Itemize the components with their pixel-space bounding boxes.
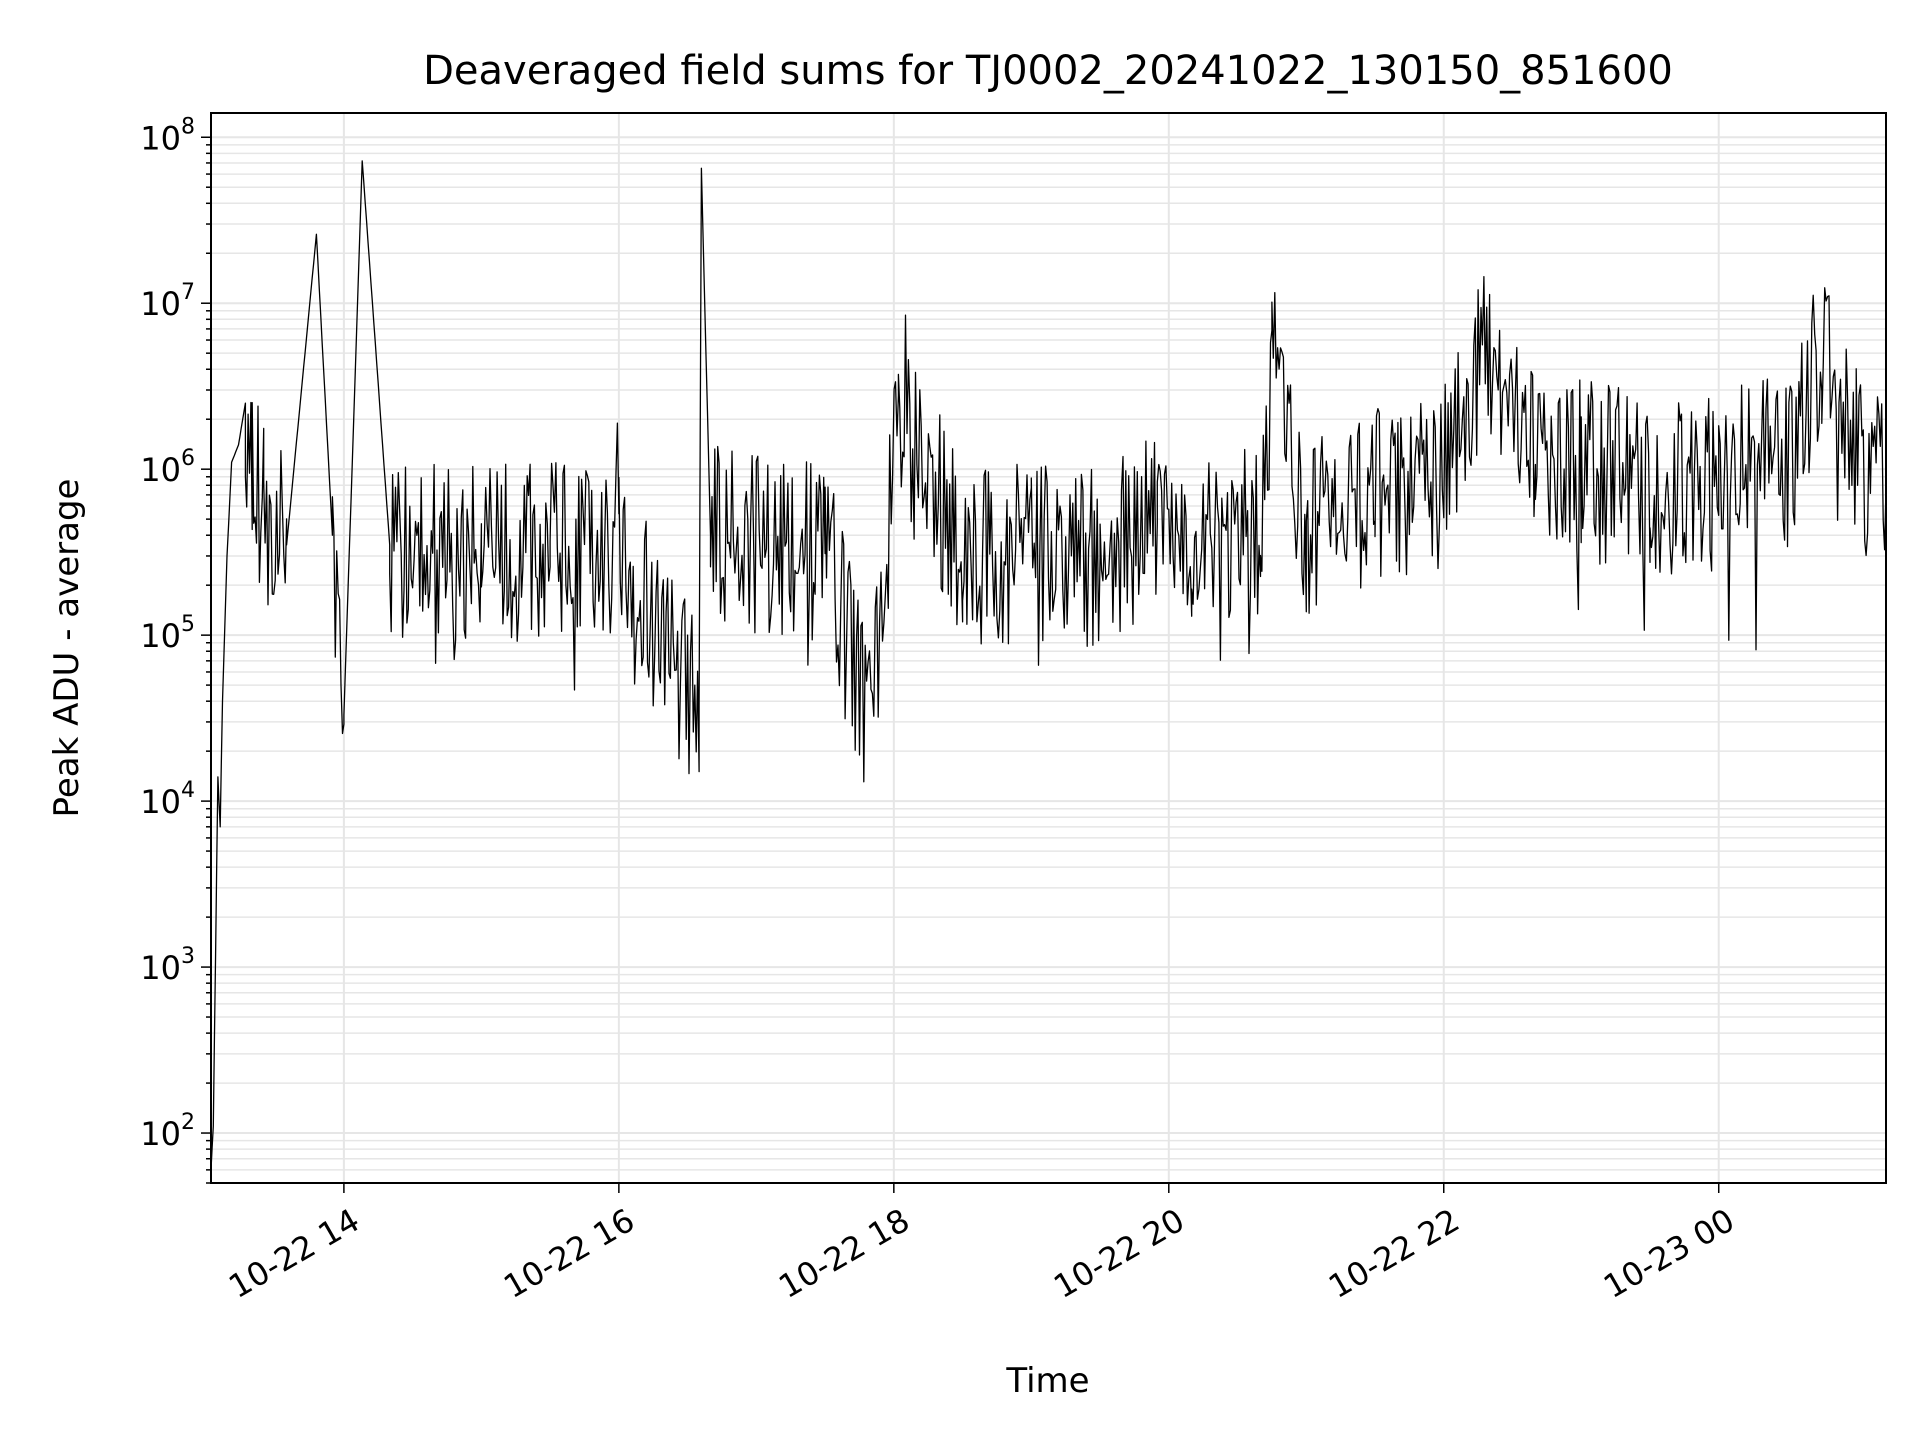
y-tick-base: 10 <box>140 617 181 655</box>
y-tick-label: 107 <box>140 280 195 323</box>
y-tick-base: 10 <box>140 1115 181 1153</box>
y-tick-exponent: 6 <box>181 446 195 471</box>
y-tick-base: 10 <box>140 285 181 323</box>
y-tick-label: 104 <box>140 778 195 821</box>
y-tick-label: 105 <box>140 612 195 655</box>
y-tick-label: 102 <box>140 1110 195 1153</box>
y-tick-exponent: 7 <box>181 280 195 305</box>
y-tick-base: 10 <box>140 119 181 157</box>
y-tick-exponent: 8 <box>181 114 195 139</box>
plot-frame <box>210 112 1887 1184</box>
y-tick-base: 10 <box>140 783 181 821</box>
y-tick-exponent: 2 <box>181 1110 195 1135</box>
y-tick-exponent: 4 <box>181 778 195 803</box>
x-axis-label: Time <box>1005 1361 1089 1401</box>
y-axis-label: Peak ADU - average <box>47 479 87 818</box>
y-tick-base: 10 <box>140 451 181 489</box>
y-tick-label: 103 <box>140 944 195 987</box>
y-tick-exponent: 5 <box>181 612 195 637</box>
y-tick-exponent: 3 <box>181 944 195 969</box>
y-tick-label: 108 <box>140 114 195 157</box>
series-layer <box>210 160 1887 1170</box>
y-tick-base: 10 <box>140 949 181 987</box>
y-tick-label: 106 <box>140 446 195 489</box>
series-line <box>210 160 1887 1170</box>
chart-title: Deaveraged field sums for TJ0002_2024102… <box>423 48 1673 94</box>
